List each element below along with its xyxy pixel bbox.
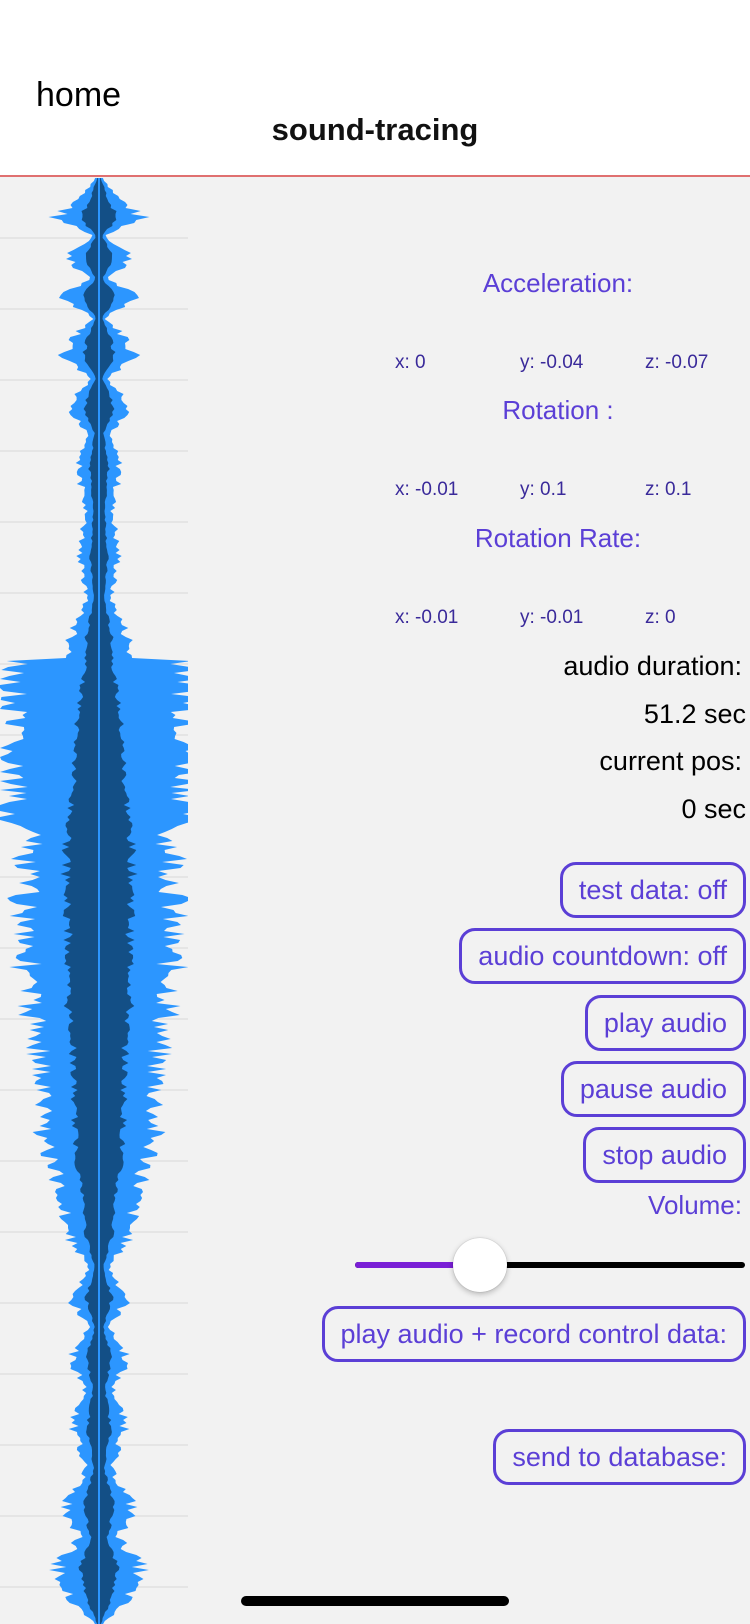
current-pos-value: 0 sec <box>681 794 746 824</box>
volume-slider-thumb[interactable] <box>452 1238 507 1292</box>
home-indicator <box>241 1596 509 1606</box>
volume-label: Volume: <box>648 1190 742 1220</box>
audio-duration-label: audio duration: <box>563 651 742 681</box>
rotation-y: y: 0.1 <box>520 479 567 500</box>
rotation-rate-title: Rotation Rate: <box>474 523 642 553</box>
rotation-rate-x: x: -0.01 <box>395 607 459 628</box>
send-database-button[interactable]: send to database: <box>493 1429 746 1485</box>
play-record-button[interactable]: play audio + record control data: <box>321 1306 746 1362</box>
stop-audio-button[interactable]: stop audio <box>583 1127 746 1183</box>
rotation-x: x: -0.01 <box>395 479 459 500</box>
acceleration-z: z: -0.07 <box>645 352 709 373</box>
acceleration-title: Acceleration: <box>482 268 634 298</box>
rotation-title: Rotation : <box>502 395 614 425</box>
test-data-toggle[interactable]: test data: off <box>559 862 746 918</box>
audio-countdown-toggle[interactable]: audio countdown: off <box>459 928 746 984</box>
audio-waveform <box>0 178 188 1624</box>
audio-duration-value: 51.2 sec <box>643 699 746 729</box>
page-title: sound-tracing <box>271 112 479 147</box>
nav-header: home sound-tracing <box>0 0 750 177</box>
acceleration-x: x: 0 <box>395 352 426 373</box>
acceleration-y: y: -0.04 <box>520 352 584 373</box>
volume-slider-fill <box>355 1262 480 1268</box>
volume-slider[interactable] <box>355 1238 745 1294</box>
current-pos-label: current pos: <box>599 746 742 776</box>
home-link[interactable]: home <box>36 76 122 114</box>
rotation-rate-z: z: 0 <box>645 607 676 628</box>
rotation-rate-y: y: -0.01 <box>520 607 584 628</box>
volume-slider-track <box>355 1262 745 1268</box>
play-audio-button[interactable]: play audio <box>584 995 746 1051</box>
pause-audio-button[interactable]: pause audio <box>560 1061 746 1117</box>
rotation-z: z: 0.1 <box>645 479 692 500</box>
